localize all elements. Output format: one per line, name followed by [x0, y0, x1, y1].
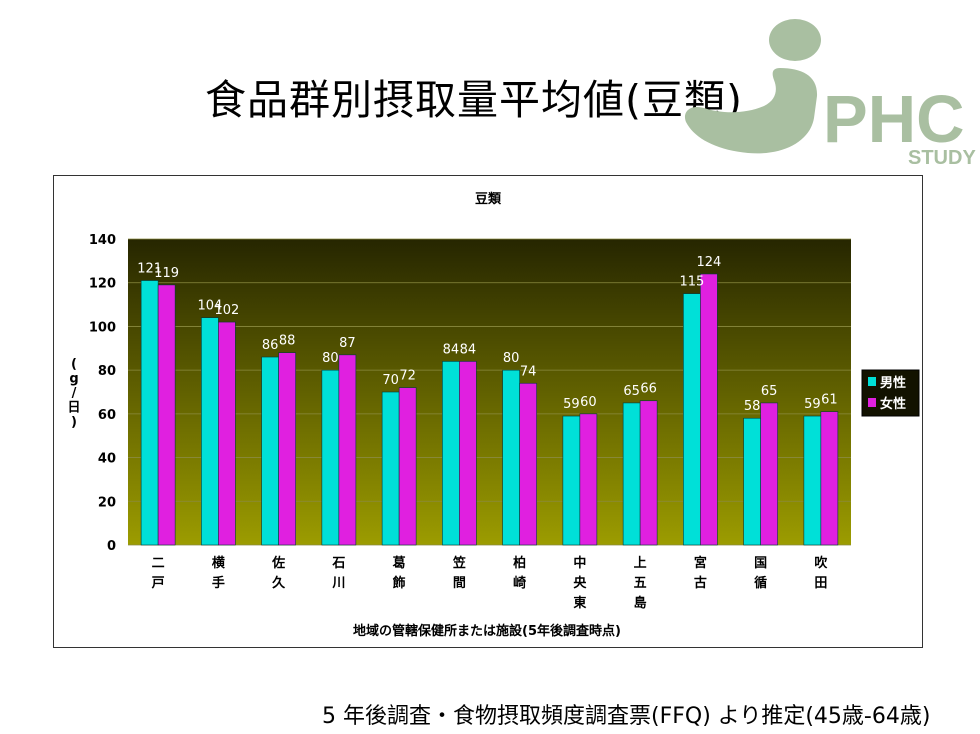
page-title: 食品群別摂取量平均値(豆類) [205, 76, 743, 124]
bar [381, 391, 400, 546]
x-tick-label: 葛飾 [392, 555, 406, 591]
phc-study-logo: PHC STUDY [684, 19, 976, 169]
data-label: 115 [679, 275, 704, 290]
x-tick-label: 佐久 [271, 555, 286, 591]
y-tick-label: 0 [107, 539, 116, 554]
bar [157, 284, 176, 546]
legend-swatch [868, 377, 876, 386]
data-label: 86 [262, 338, 279, 353]
data-label: 121 [137, 262, 162, 277]
plot-area [128, 239, 851, 545]
x-tick-label: 宮古 [694, 555, 707, 591]
data-label: 59 [563, 397, 580, 412]
x-tick-label: 石川 [331, 556, 345, 591]
bar [639, 400, 658, 546]
data-label: 65 [761, 384, 778, 399]
y-axis-ticks: 0 20 40 60 80 100 120 140 [89, 233, 116, 554]
y-tick-label: 40 [98, 452, 116, 467]
bar [803, 415, 822, 546]
y-tick-label: 100 [89, 320, 116, 335]
logo-text: PHC [823, 82, 964, 157]
bar [683, 293, 701, 546]
legend-label: 男性 [880, 375, 906, 391]
bar [820, 411, 839, 546]
bar [760, 402, 778, 546]
x-tick-label: 笠間 [452, 555, 466, 591]
bars [140, 273, 839, 546]
data-label: 80 [503, 351, 520, 366]
bar [201, 317, 219, 546]
gridlines [128, 238, 851, 546]
data-label: 60 [580, 395, 597, 410]
data-label: 74 [520, 364, 537, 379]
x-axis-ticks: 二戸 横手 佐久 石川 葛飾 笠間 柏崎 中央東 上五島 宮古 国循 吹田 [152, 555, 828, 611]
bar [459, 361, 477, 546]
data-label: 124 [696, 255, 721, 270]
bar [321, 369, 340, 546]
data-label: 84 [460, 342, 477, 357]
data-label: 66 [640, 382, 657, 397]
x-tick-label: 上五島 [634, 556, 647, 611]
bar [519, 382, 537, 546]
logo-dot [769, 19, 821, 61]
legend-swatch [868, 398, 876, 407]
data-label: 70 [382, 373, 399, 388]
chart-frame: 豆類 0 20 40 60 80 100 120 140 (g/日) 121 119 104 102… [53, 175, 923, 648]
bar [743, 417, 761, 546]
x-axis-label: 地域の管轄保健所または施設(5年後調査時点) [353, 623, 621, 639]
y-tick-label: 60 [98, 408, 116, 423]
data-label: 58 [744, 399, 761, 414]
chart-title: 豆類 [475, 192, 502, 207]
bar [700, 273, 718, 546]
bar [338, 354, 357, 546]
data-label: 61 [821, 393, 838, 408]
data-label: 65 [623, 384, 640, 399]
x-tick-label: 中央東 [573, 555, 587, 611]
x-tick-label: 柏崎 [513, 555, 526, 591]
data-label: 59 [804, 397, 821, 412]
bar [398, 387, 417, 546]
y-tick-label: 140 [89, 233, 116, 248]
data-label: 119 [154, 266, 179, 281]
y-axis-label: (g/日) [67, 357, 80, 430]
footer-note: 5 年後調査・食物摂取頻度調査票(FFQ) より推定(45歳-64歳) [322, 704, 931, 729]
x-tick-label: 横手 [212, 555, 226, 591]
bar [261, 356, 279, 546]
legend-label: 女性 [880, 396, 906, 412]
data-label: 88 [279, 334, 296, 349]
bar [502, 369, 520, 546]
bar [140, 280, 159, 546]
data-label: 72 [399, 369, 416, 384]
logo-subtext: STUDY [908, 147, 976, 169]
bar [278, 352, 296, 546]
data-label: 104 [197, 299, 222, 314]
bar [579, 413, 598, 546]
bar [218, 321, 236, 546]
logo-graphic [684, 19, 821, 154]
bar [442, 361, 460, 546]
x-tick-label: 二戸 [152, 556, 165, 591]
bar [622, 402, 641, 546]
y-tick-label: 120 [89, 277, 116, 292]
data-label: 84 [443, 342, 460, 357]
y-tick-label: 20 [98, 495, 116, 510]
bar [562, 415, 581, 546]
x-tick-label: 吹田 [814, 555, 827, 591]
data-label: 80 [322, 351, 339, 366]
y-tick-label: 80 [98, 364, 116, 379]
data-label: 87 [339, 336, 356, 351]
x-tick-label: 国循 [754, 556, 767, 591]
data-label: 102 [214, 303, 239, 318]
logo-j-shape [684, 68, 818, 154]
